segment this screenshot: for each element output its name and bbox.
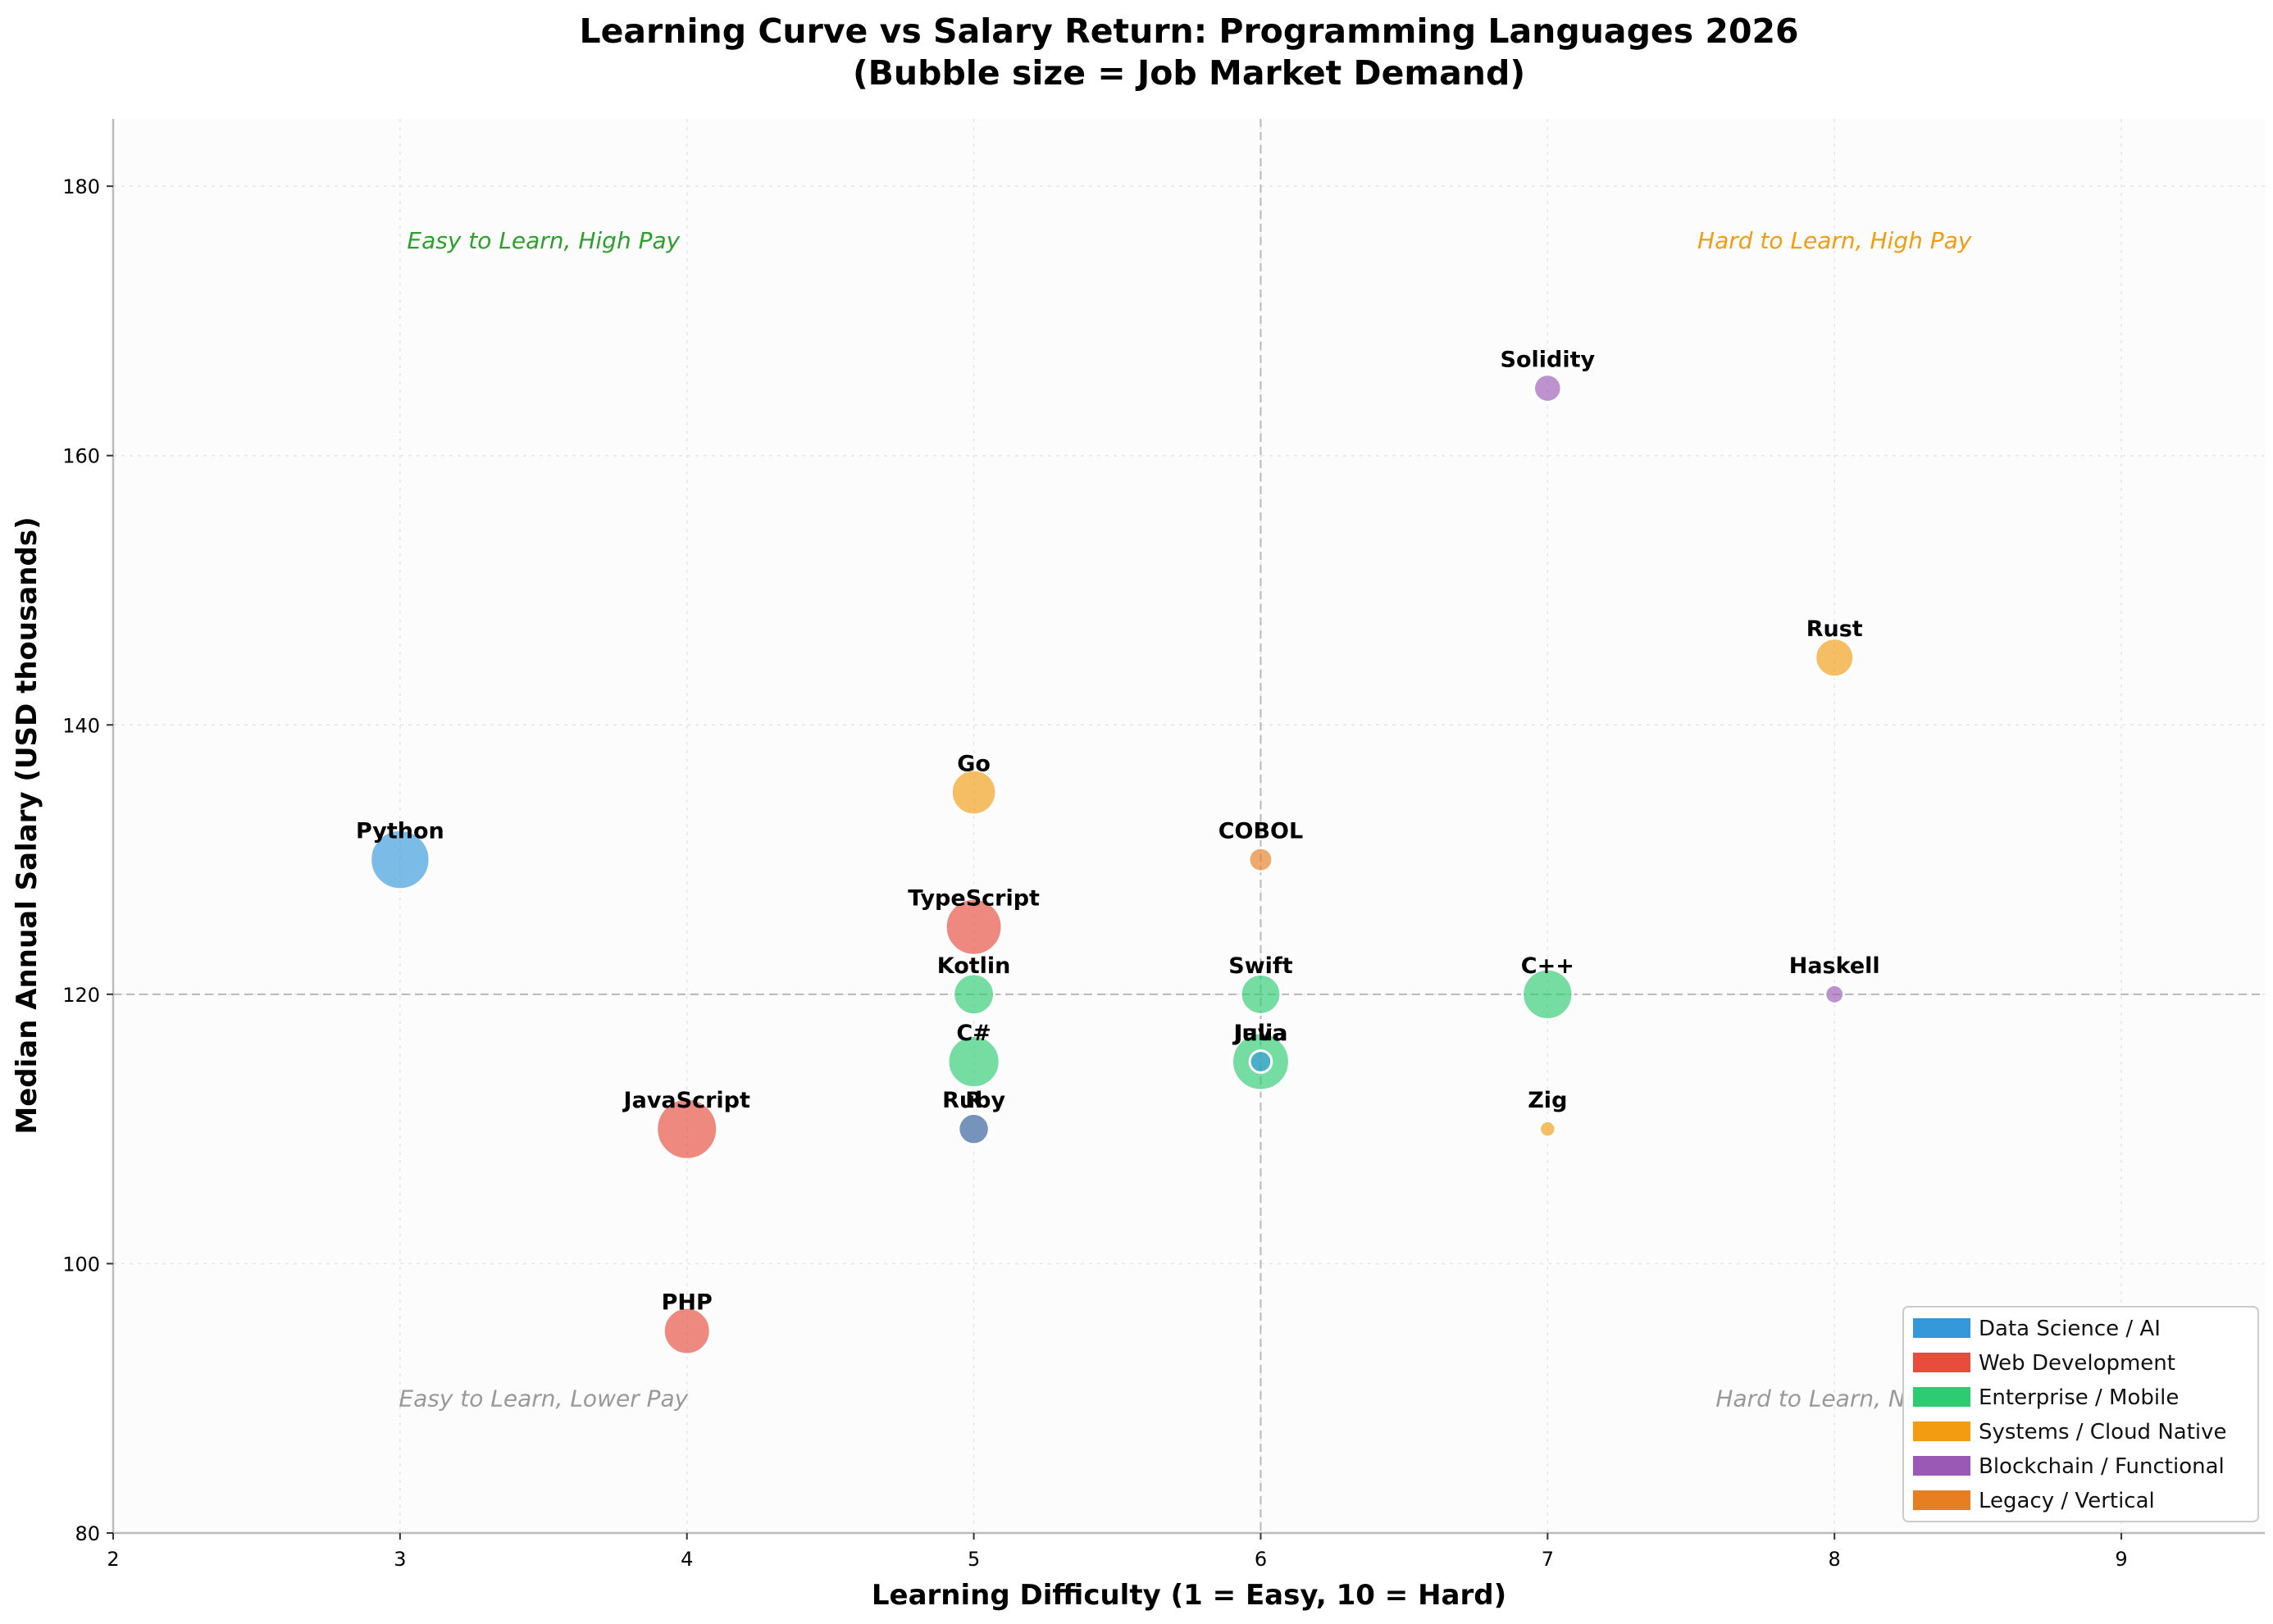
y-tick-label: 180 <box>62 175 100 198</box>
point-label-swift: Swift <box>1228 953 1292 979</box>
point-label-cobol: COBOL <box>1218 819 1304 844</box>
legend-label-blockchain-functional: Blockchain / Functional <box>1979 1454 2225 1479</box>
x-tick-label: 4 <box>681 1548 693 1571</box>
bubble-swift <box>1239 973 1282 1016</box>
point-label-ruby: Ruby <box>942 1088 1005 1113</box>
y-axis-ticks: 80 100 120 140 160 180 <box>62 175 113 1545</box>
point-label-julia: Julia <box>1232 1021 1287 1046</box>
point-label-java: Java <box>1232 1021 1287 1046</box>
point-label-go: Go <box>957 751 991 776</box>
point-label-javascript: JavaScript <box>622 1088 750 1113</box>
legend-label-data-science-ai: Data Science / AI <box>1979 1317 2161 1341</box>
quadrant-label: Hard to Learn, High Pay <box>1697 227 1972 254</box>
bubble-kotlin <box>952 972 995 1017</box>
legend-swatch-web-development <box>1913 1353 1970 1372</box>
quadrant-label: Easy to Learn, Lower Pay <box>399 1385 688 1412</box>
x-tick-label: 9 <box>2115 1548 2127 1571</box>
bubble-cplusplus <box>1521 967 1574 1021</box>
point-label-typescript: TypeScript <box>908 886 1040 912</box>
legend-swatch-enterprise-mobile <box>1913 1387 1970 1407</box>
y-tick-label: 160 <box>62 445 100 468</box>
legend-swatch-systems-cloud-native <box>1913 1422 1970 1441</box>
point-labels: Python R Julia JavaScript TypeScript PHP Ruby K… <box>356 348 1880 1316</box>
bubble-php <box>662 1306 712 1356</box>
legend-swatch-data-science-ai <box>1913 1318 1970 1338</box>
point-label-cplusplus: C++ <box>1521 953 1574 979</box>
bubble-rust <box>1814 637 1856 679</box>
y-tick-label: 80 <box>75 1522 100 1545</box>
bubble-haskell <box>1824 983 1846 1005</box>
chart-subtitle: (Bubble size = Job Market Demand) <box>853 53 1525 93</box>
x-axis-label: Learning Difficulty (1 = Easy, 10 = Hard… <box>872 1579 1506 1612</box>
bubble-csharp <box>946 1034 1001 1089</box>
reference-lines <box>113 119 2265 1533</box>
bubble-python <box>369 828 431 891</box>
bubble-zig <box>1538 1119 1557 1139</box>
bubble-julia <box>1248 1049 1273 1074</box>
y-tick-label: 120 <box>62 984 100 1007</box>
legend-label-enterprise-mobile: Enterprise / Mobile <box>1979 1385 2179 1410</box>
legend-label-web-development: Web Development <box>1979 1351 2175 1376</box>
chart-title: Learning Curve vs Salary Return: Program… <box>579 11 1798 51</box>
point-label-php: PHP <box>662 1290 713 1316</box>
point-label-csharp: C# <box>956 1021 991 1046</box>
bubble-r <box>957 1112 991 1146</box>
bubble-solidity <box>1533 373 1563 403</box>
bubble-cobol <box>1247 846 1274 873</box>
point-label-haskell: Haskell <box>1789 953 1880 979</box>
point-label-kotlin: Kotlin <box>937 953 1011 979</box>
point-label-r: R <box>965 1088 982 1113</box>
bubble-typescript <box>944 897 1004 957</box>
y-tick-label: 100 <box>62 1253 100 1276</box>
x-tick-label: 5 <box>968 1548 980 1571</box>
legend-label-legacy-vertical: Legacy / Vertical <box>1979 1489 2155 1513</box>
x-tick-label: 3 <box>394 1548 406 1571</box>
legend: Data Science / AI Web Development Enterpri… <box>1902 1306 2259 1522</box>
point-label-python: Python <box>356 819 444 844</box>
bubble-javascript <box>655 1097 719 1161</box>
legend-swatch-blockchain-functional <box>1913 1456 1970 1476</box>
x-tick-label: 7 <box>1542 1548 1554 1571</box>
point-label-solidity: Solidity <box>1501 348 1596 373</box>
y-tick-label: 140 <box>62 714 100 737</box>
legend-swatch-legacy-vertical <box>1913 1490 1970 1510</box>
point-label-rust: Rust <box>1806 616 1863 642</box>
x-tick-label: 8 <box>1829 1548 1841 1571</box>
x-tick-label: 6 <box>1255 1548 1267 1571</box>
point-label-zig: Zig <box>1528 1088 1567 1113</box>
bubble-go <box>950 768 998 817</box>
x-axis-ticks: 2 3 4 5 6 7 8 9 <box>107 1533 2128 1571</box>
plot-background <box>113 119 2265 1533</box>
quadrant-label: Easy to Learn, High Pay <box>407 227 680 254</box>
y-axis-label: Median Annual Salary (USD thousands) <box>11 516 43 1134</box>
x-tick-label: 2 <box>107 1548 119 1571</box>
legend-label-systems-cloud-native: Systems / Cloud Native <box>1979 1420 2227 1444</box>
bubble-layer <box>369 373 1856 1356</box>
legend-frame <box>1902 1306 2259 1522</box>
